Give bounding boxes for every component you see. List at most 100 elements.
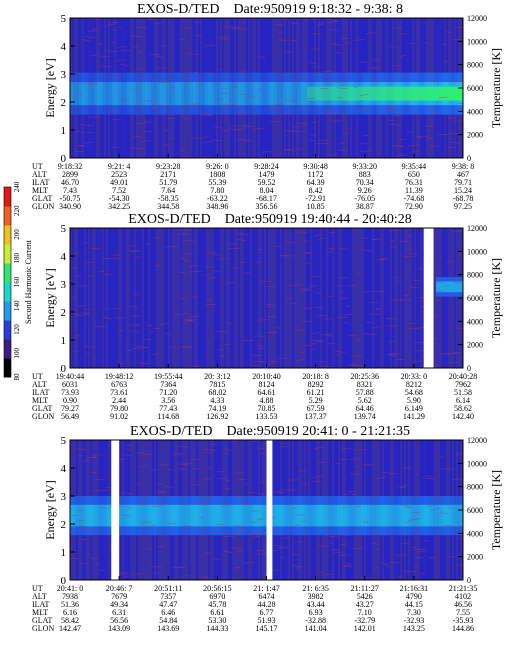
ephemeris-label: MLT <box>32 186 49 195</box>
ephemeris-row-mlt: MLT 0.90 2.44 3.56 4.33 4.88 5.29 5.62 5.90 6.14 <box>0 397 505 405</box>
ephemeris-label: GLON <box>32 202 55 211</box>
panel-3-ylabel: Energy [eV] <box>43 480 57 539</box>
ephemeris-value: 6.93 <box>308 608 323 617</box>
colorbar: 80 100 120 140 160 180 200 220 240 Second Harmoni… <box>3 181 33 381</box>
ephemeris-row-mlt: MLT 6.16 6.31 6.46 6.61 6.77 6.93 7.10 7.30 7.55 <box>0 609 505 617</box>
panel-3-ytick-label: 2 <box>61 519 67 531</box>
ephemeris-value: 139.74 <box>353 412 376 421</box>
ephemeris-value: 141.29 <box>402 412 425 421</box>
ephemeris-value: 38.87 <box>355 202 374 211</box>
ephemeris-value: 0.90 <box>63 396 77 405</box>
ephemeris-value: 20:10:40 <box>252 372 281 381</box>
ephemeris-value: 8.42 <box>308 186 323 195</box>
ephemeris-value: 9:33:20 <box>352 162 377 171</box>
ephemeris-value: 64.39 <box>306 178 325 187</box>
ephemeris-value: 144.33 <box>206 624 229 633</box>
panel-3-y2tick-label: 2000 <box>467 553 483 562</box>
ephemeris-value: 356.56 <box>255 202 278 211</box>
colorbar-tick-label: 200 <box>13 229 21 240</box>
colorbar-segment <box>4 358 11 378</box>
ephemeris-row-alt: ALT 2899 2523 2171 1808 1479 1172 883 650 467 <box>0 171 505 179</box>
colorbar-tick-label: 100 <box>13 348 21 359</box>
ephemeris-value: 142.47 <box>59 624 81 633</box>
ephemeris-value: 3982 <box>307 592 324 601</box>
ephemeris-value: 70.85 <box>257 404 276 413</box>
ephemeris-value: 45.78 <box>208 600 227 609</box>
ephemeris-row-ilat: ILAT 46.70 49.01 51.79 55.39 59.52 64.39 70.34 7… <box>0 179 505 187</box>
ephemeris-value: 15.24 <box>454 186 472 195</box>
panel-1-title-right: Date:950919 9:18:32 - 9:38: 8 <box>233 2 403 17</box>
ephemeris-value: 51.79 <box>159 178 178 187</box>
ephemeris-value: 54.68 <box>404 388 423 397</box>
panel-2-y2label: Temperature [K] <box>489 258 503 338</box>
ephemeris-row-ut: UT 20:41: 0 20:46: 7 20:51:11 20:56:15 21: 1:… <box>0 585 505 593</box>
ephemeris-value: 144.86 <box>452 624 474 633</box>
ephemeris-value: 74.19 <box>208 404 227 413</box>
panel-1-y2tick-label: 2000 <box>467 131 483 140</box>
ephemeris-value: 51.93 <box>257 616 276 625</box>
ephemeris-value: 8.04 <box>259 186 274 195</box>
ephemeris-value: 7.52 <box>112 186 127 195</box>
ephemeris-value: 9:38: 8 <box>451 162 475 171</box>
ephemeris-value: -54.30 <box>108 194 130 203</box>
ephemeris-value: 19:55:44 <box>154 372 183 381</box>
ephemeris-value: 20:41: 0 <box>56 584 84 593</box>
panel-2-ytick-label: 4 <box>61 251 67 263</box>
ephemeris-value: 58.42 <box>61 616 79 625</box>
ephemeris-value: 137.37 <box>304 412 327 421</box>
ephemeris-row-mlt: MLT 7.43 7.52 7.64 7.80 8.04 8.42 9.26 11.39 15.2… <box>0 187 505 195</box>
ephemeris-label: UT <box>32 162 43 171</box>
ephemeris-value: 1479 <box>258 170 275 179</box>
panel-2-ytick-label: 5 <box>61 223 67 235</box>
panel-2-y2tick-label: 12000 <box>467 224 487 233</box>
ephemeris-value: 5.29 <box>308 396 323 405</box>
ephemeris-label: GLAT <box>32 616 53 625</box>
ephemeris-label: MLT <box>32 396 49 405</box>
ephemeris-value: 47.47 <box>159 600 178 609</box>
ephemeris-value: 143.69 <box>157 624 180 633</box>
ephemeris-label: GLON <box>32 412 55 421</box>
ephemeris-value: 21:11:27 <box>350 584 379 593</box>
colorbar-segment <box>4 339 11 359</box>
ephemeris-label: ILAT <box>32 178 50 187</box>
ephemeris-value: 67.59 <box>306 404 325 413</box>
ephemeris-value: 77.43 <box>159 404 178 413</box>
ephemeris-value: 2899 <box>62 170 78 179</box>
ephemeris-value: -32.88 <box>305 616 326 625</box>
ephemeris-value: 2.44 <box>112 396 127 405</box>
ephemeris-value: 21: 6:35 <box>302 584 329 593</box>
ephemeris-value: 344.58 <box>157 202 180 211</box>
ephemeris-value: 73.61 <box>110 388 129 397</box>
ephemeris-value: 76.31 <box>404 178 423 187</box>
ephemeris-value: 6.16 <box>63 608 77 617</box>
ephemeris-value: 6763 <box>111 380 128 389</box>
colorbar-segment <box>4 244 11 264</box>
ephemeris-value: -50.75 <box>59 194 81 203</box>
panel-3-y2tick-label: 12000 <box>467 436 487 445</box>
colorbar-segment <box>4 282 11 302</box>
ephemeris-label: UT <box>32 584 43 593</box>
ephemeris-value: 49.34 <box>110 600 129 609</box>
colorbar-tick-label: 220 <box>13 205 21 216</box>
ephemeris-value: 57.88 <box>355 388 374 397</box>
ephemeris-label: GLAT <box>32 194 53 203</box>
panel-3-title: EXOS-D/TED Date:950919 20:41: 0 - 21:21:3… <box>70 424 470 439</box>
ephemeris-value: 9:30:48 <box>303 162 328 171</box>
ephemeris-value: 145.17 <box>255 624 278 633</box>
ephemeris-value: 9:26: 0 <box>206 162 229 171</box>
ephemeris-row-alt: ALT 7938 7679 7357 6970 6474 3982 5426 4790 4102 <box>0 593 505 601</box>
ephemeris-value: 10.85 <box>306 202 325 211</box>
panel-3-ytick-label: 5 <box>61 435 67 447</box>
ephemeris-value: 7364 <box>160 380 177 389</box>
ephemeris-value: 55.39 <box>208 178 227 187</box>
panel-1-title: EXOS-D/TED Date:950919 9:18:32 - 9:38: 8 <box>70 2 470 17</box>
ephemeris-value: 7.80 <box>210 186 225 195</box>
ephemeris-value: 91.02 <box>110 412 129 421</box>
panel-2-y2tick-label: 4000 <box>467 317 483 326</box>
ephemeris-value: 44.15 <box>404 600 423 609</box>
ephemeris-value: 20: 3:12 <box>204 372 231 381</box>
ephemeris-value: 20:56:15 <box>203 584 232 593</box>
panel-1-y2label: Temperature [K] <box>489 48 503 128</box>
panel-2-ytick-label: 0 <box>61 363 67 375</box>
ephemeris-value: 6970 <box>209 592 226 601</box>
